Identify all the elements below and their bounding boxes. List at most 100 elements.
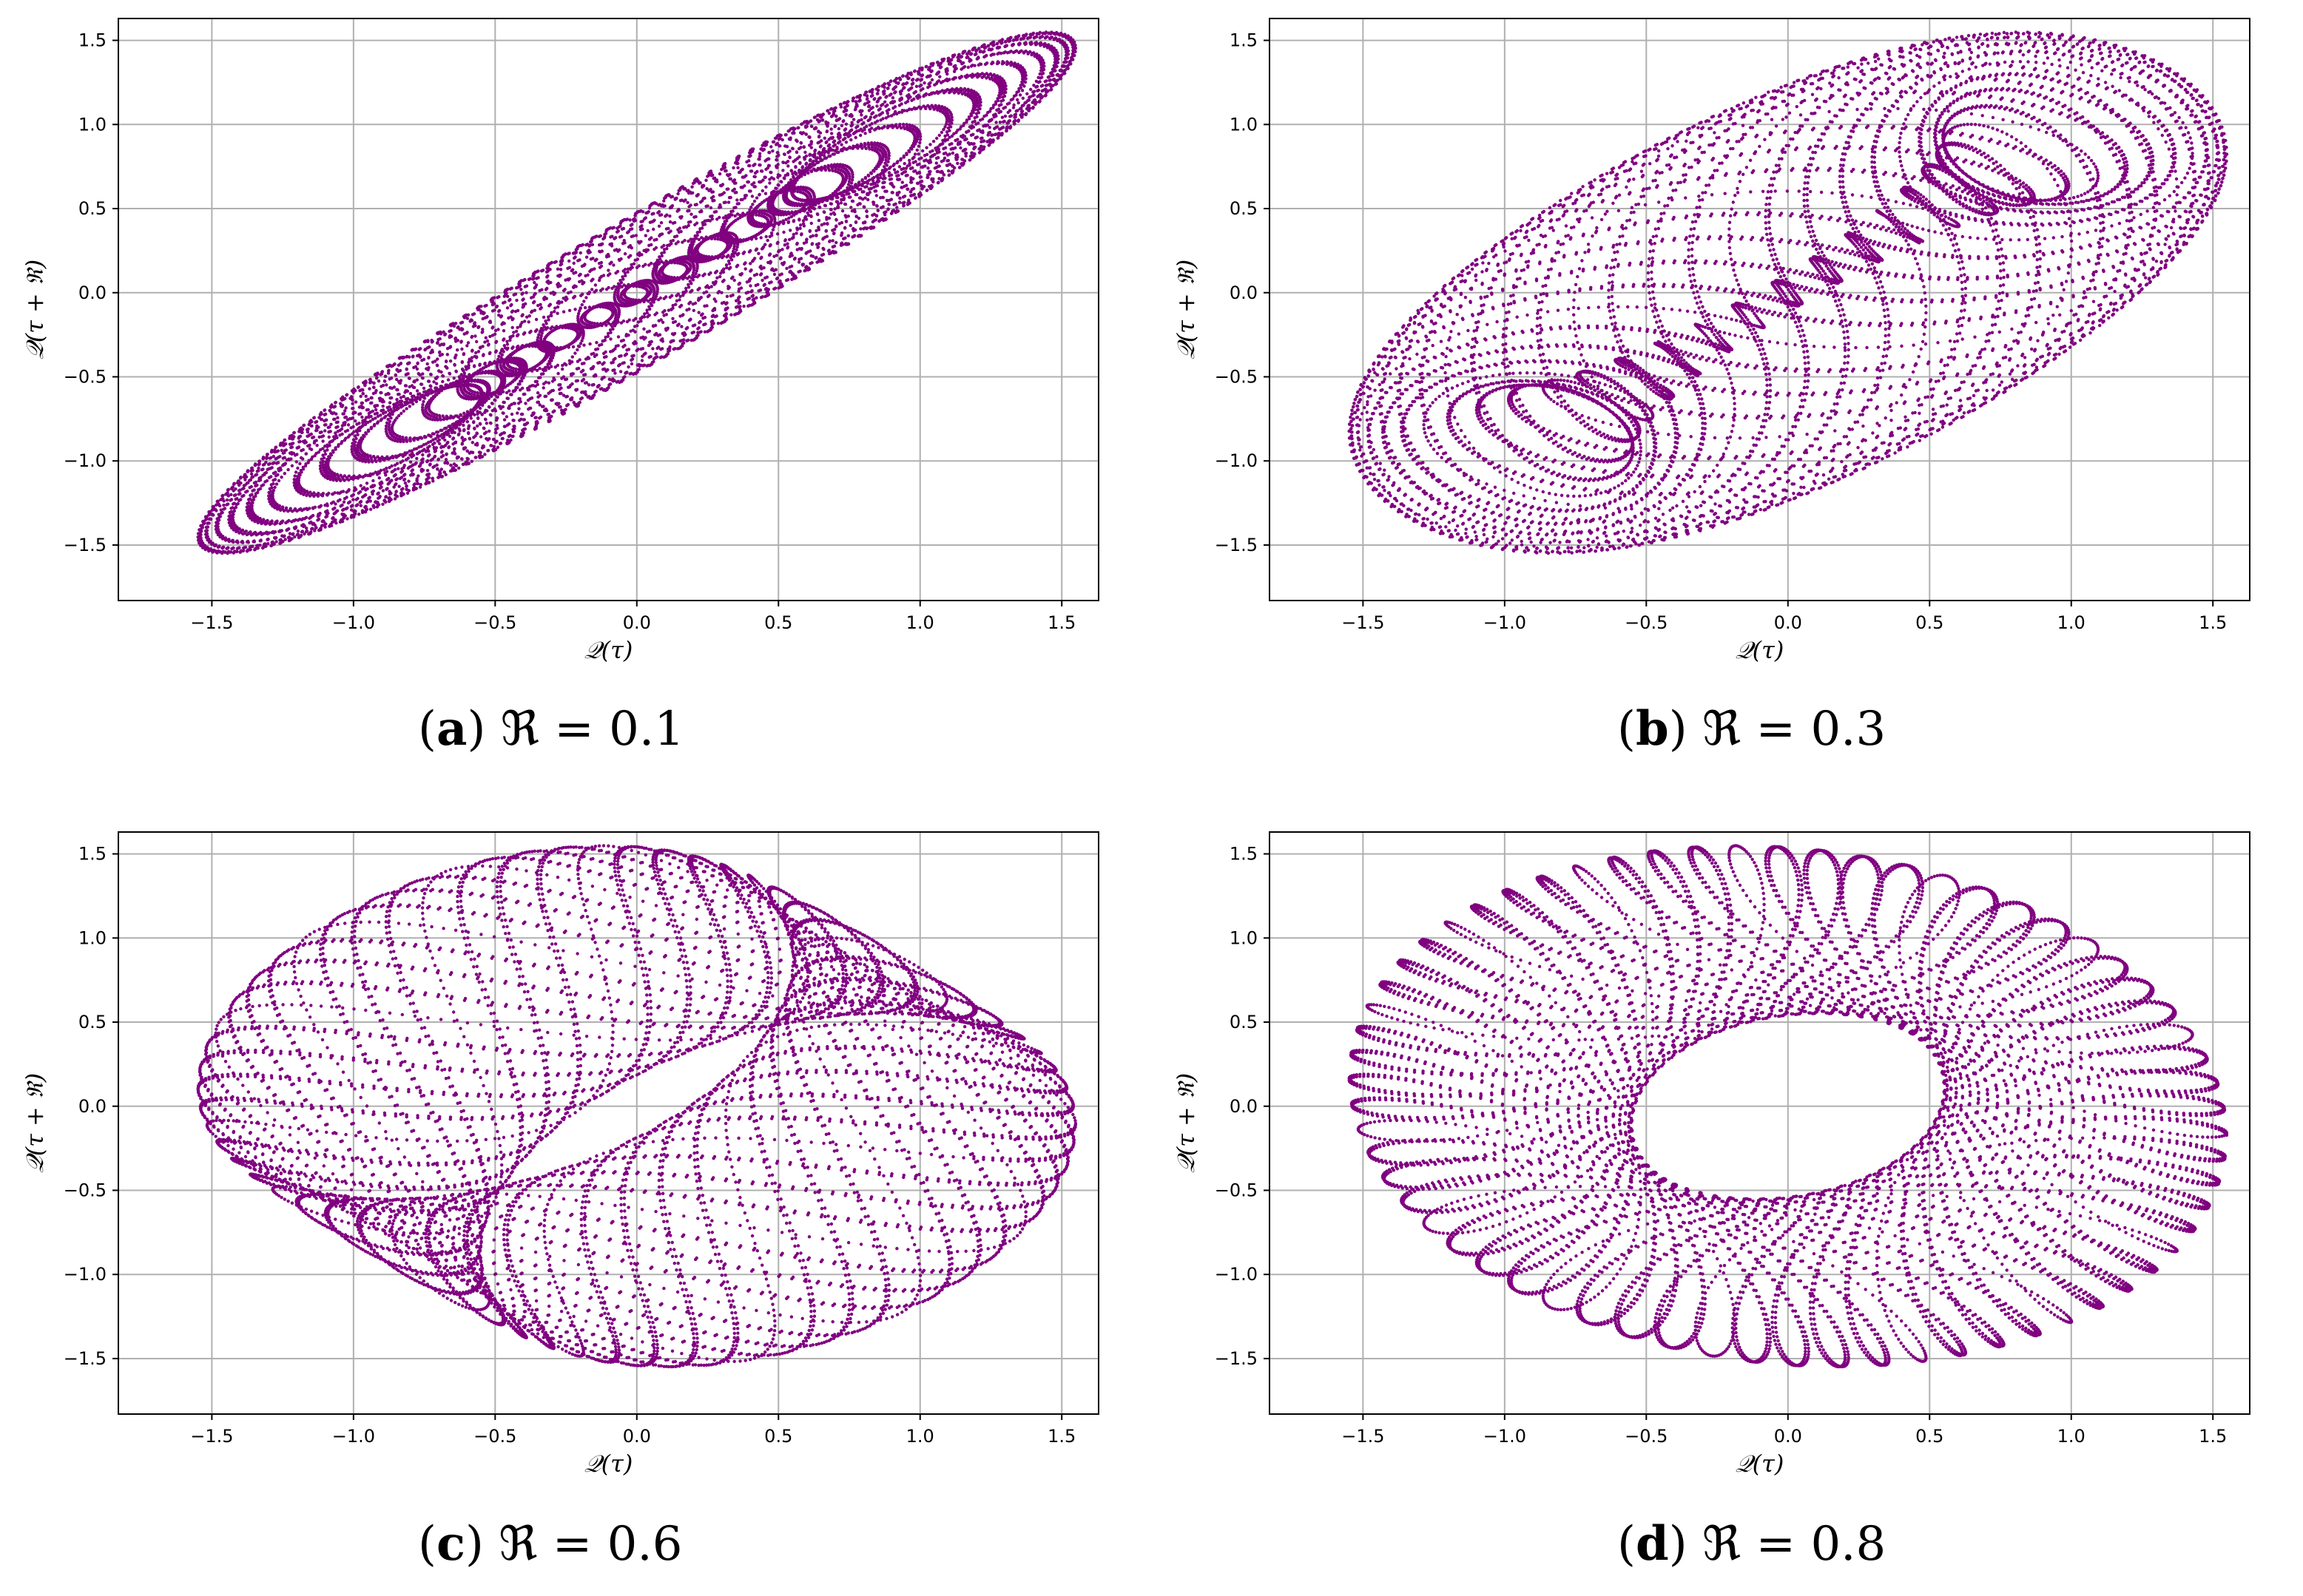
scatter-point: [668, 220, 672, 224]
scatter-point: [539, 334, 543, 338]
scatter-point: [583, 305, 587, 310]
scatter-point: [769, 231, 774, 235]
scatter-point: [323, 429, 327, 433]
scatter-point: [434, 382, 439, 385]
scatter-point: [365, 481, 369, 485]
scatter-point: [292, 481, 296, 484]
scatter-point: [823, 136, 827, 140]
scatter-point: [421, 403, 425, 407]
scatter-point: [940, 130, 944, 135]
scatter-point: [837, 126, 841, 131]
scatter-point: [405, 407, 408, 410]
scatter-point: [397, 413, 401, 418]
scatter-point: [923, 81, 926, 85]
scatter-point: [897, 165, 902, 169]
scatter-point: [432, 415, 436, 419]
scatter-point: [577, 345, 581, 348]
scatter-point: [771, 149, 775, 153]
scatter-point: [336, 416, 340, 419]
scatter-point: [407, 479, 411, 483]
scatter-point: [840, 143, 843, 146]
scatter-point: [471, 441, 474, 444]
scatter-point: [573, 351, 577, 355]
scatter-point: [926, 166, 930, 170]
scatter-point: [525, 291, 528, 294]
scatter-point: [572, 261, 576, 266]
scatter-point: [1011, 106, 1016, 109]
scatter-point: [742, 304, 746, 308]
scatter-point: [697, 311, 701, 314]
scatter-point: [918, 135, 923, 138]
scatter-point: [481, 328, 485, 331]
scatter-point: [835, 146, 839, 149]
scatter-point: [293, 535, 297, 539]
scatter-point: [749, 262, 752, 266]
scatter-point: [911, 157, 914, 160]
scatter-point: [539, 337, 543, 340]
scatter-point: [475, 339, 479, 344]
scatter-point: [735, 198, 739, 202]
scatter-point: [757, 251, 761, 255]
scatter-point: [576, 348, 579, 352]
scatter-point: [915, 148, 920, 152]
scatter-point: [1025, 92, 1029, 95]
scatter-point: [1024, 77, 1028, 81]
scatter-point: [294, 470, 298, 474]
scatter-point: [755, 196, 759, 200]
scatter-point: [580, 339, 584, 342]
scatter-point: [582, 343, 586, 347]
scatter-point: [654, 352, 658, 356]
scatter-point: [505, 415, 509, 419]
scatter-point: [938, 75, 942, 79]
scatter-point: [435, 416, 439, 419]
scatter-point: [1022, 84, 1026, 88]
scatter-point: [849, 223, 853, 228]
scatter-point: [852, 118, 856, 121]
scatter-point: [906, 125, 909, 129]
scatter-point: [354, 419, 357, 423]
scatter-point: [264, 460, 268, 464]
scatter-point: [772, 177, 776, 181]
scatter-point: [641, 210, 645, 214]
scatter-point: [1038, 72, 1042, 76]
scatter-point: [243, 478, 247, 481]
scatter-point: [618, 370, 623, 373]
scatter-point: [364, 394, 368, 398]
scatter-point: [349, 508, 354, 512]
scatter-point: [274, 482, 279, 486]
scatter-point: [502, 329, 506, 333]
scatter-point: [308, 494, 312, 498]
scatter-point: [479, 305, 483, 308]
scatter-point: [998, 121, 1002, 124]
scatter-point: [947, 123, 951, 126]
scatter-point: [381, 405, 385, 408]
scatter-point: [854, 135, 857, 140]
scatter-point: [942, 127, 945, 132]
scatter-point: [415, 367, 419, 371]
scatter-point: [374, 408, 378, 412]
scatter-point: [908, 126, 912, 129]
scatter-point: [930, 78, 934, 82]
scatter-point: [889, 114, 894, 118]
scatter-point: [946, 126, 951, 130]
scatter-point: [524, 402, 527, 405]
scatter-point: [1029, 87, 1033, 92]
scatter-point: [312, 494, 316, 498]
scatter-point: [465, 344, 469, 348]
scatter-point: [732, 166, 735, 170]
scatter-point: [892, 168, 897, 172]
scatter-point: [488, 429, 491, 433]
scatter-point: [871, 220, 875, 224]
scatter-point: [797, 260, 801, 264]
scatter-point: [470, 459, 473, 463]
scatter-point: [1036, 75, 1040, 80]
scatter-point: [719, 271, 723, 275]
scatter-point: [584, 393, 588, 396]
scatter-point: [689, 212, 693, 216]
scatter-point: [859, 133, 863, 138]
scatter-point: [859, 227, 863, 231]
scatter-point: [763, 192, 768, 195]
scatter-point: [402, 409, 405, 413]
scatter-point: [542, 386, 545, 390]
scatter-point: [465, 317, 470, 320]
